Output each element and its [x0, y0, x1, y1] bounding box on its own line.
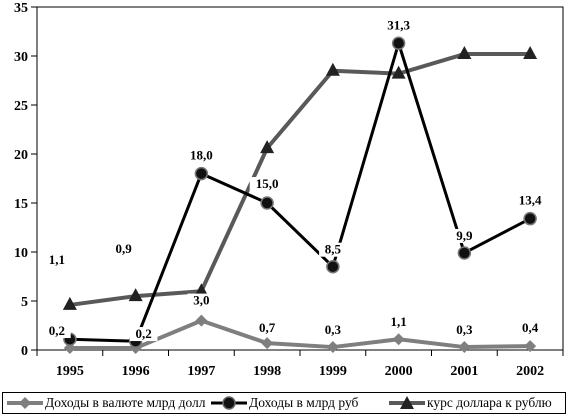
- x-tick-label: 1998: [253, 364, 281, 379]
- triangle-marker: [391, 65, 406, 79]
- x-tick-label: 2002: [516, 364, 544, 379]
- y-tick-label: 35: [14, 1, 28, 16]
- legend-label: Доходы в млрд руб: [249, 395, 359, 410]
- data-label: 9,9: [456, 228, 473, 243]
- data-label-bg: [512, 193, 548, 208]
- y-tick-label: 5: [21, 295, 28, 310]
- series-line-2: [69, 41, 531, 343]
- data-label: 3,0: [193, 293, 209, 308]
- x-tick-label: 2001: [450, 364, 478, 379]
- data-label-bg: [129, 327, 158, 342]
- diamond-marker: [392, 333, 405, 346]
- data-label: 0,2: [49, 323, 65, 338]
- circle-marker: [523, 211, 537, 226]
- series-lines: [69, 41, 531, 351]
- data-label-bg: [450, 228, 479, 243]
- circle-marker: [326, 259, 340, 274]
- x-tick-label: 1999: [319, 364, 347, 379]
- data-label: 0,2: [136, 326, 152, 341]
- data-label-bg: [450, 323, 479, 338]
- data-label-bg: [516, 321, 544, 336]
- data-label-bg: [253, 321, 281, 336]
- diamond-marker: [261, 337, 274, 350]
- data-label: 31,3: [387, 17, 410, 32]
- y-tick-label: 0: [21, 344, 28, 359]
- triangle-marker: [457, 46, 472, 60]
- data-label-bg: [384, 315, 413, 330]
- data-label: 1,1: [391, 314, 407, 329]
- legend-triangle-icon: [389, 396, 425, 409]
- y-tick-label: 15: [14, 197, 28, 212]
- data-label: 0,4: [522, 320, 539, 335]
- data-label-bg: [183, 148, 219, 163]
- legend-label: курс доллара к рублю: [427, 395, 552, 410]
- data-label-bg: [319, 242, 347, 257]
- legend-label: Доходы в валюте млрд долл: [45, 395, 206, 410]
- data-label-bg: [319, 323, 347, 338]
- data-label: 0,7: [259, 320, 276, 335]
- triangle-marker: [62, 296, 77, 310]
- data-labels: 0,2 0,2 3,0 0,7 0,3 1,1 0,3 0,4 1,1 0,9 18,0 15,0 8,…: [43, 17, 548, 342]
- y-tick-label: 30: [14, 50, 28, 65]
- series-markers: [62, 36, 538, 355]
- data-label: 0,3: [325, 322, 342, 337]
- data-label-bg: [249, 177, 285, 191]
- circle-marker: [194, 166, 209, 181]
- data-label-bg: [187, 293, 216, 308]
- data-label: 13,4: [519, 193, 542, 208]
- x-tick-label: 1995: [56, 364, 84, 379]
- data-label: 0,9: [116, 241, 133, 256]
- triangle-marker: [523, 46, 538, 60]
- y-tick-label: 25: [14, 99, 28, 114]
- data-label: 1,1: [49, 252, 65, 267]
- diamond-marker: [458, 341, 471, 354]
- legend-diamond-icon: [7, 397, 43, 409]
- series-line-3: [69, 52, 531, 307]
- triangle-marker: [325, 62, 340, 76]
- diamond-marker: [195, 314, 208, 327]
- triangle-marker: [194, 283, 209, 297]
- data-label: 15,0: [256, 176, 279, 191]
- diamond-marker: [524, 340, 537, 353]
- x-tick-label: 1997: [187, 364, 215, 379]
- data-label-bg: [381, 18, 417, 33]
- diamond-marker: [326, 341, 339, 354]
- triangle-marker: [260, 140, 275, 154]
- legend-circle-icon: [211, 396, 247, 410]
- x-tick-label: 2000: [385, 364, 413, 379]
- data-label-bg: [43, 253, 71, 268]
- data-label: 0,3: [456, 322, 473, 337]
- legend: Доходы в валюте млрд долл Доходы в млрд …: [2, 392, 566, 414]
- series-line-1: [69, 318, 531, 351]
- y-tick-label: 10: [14, 246, 28, 261]
- data-label: 18,0: [190, 148, 213, 163]
- chart-axes: 0 5 10 15 20 25 30 35 1995 1996 1997 1998 1999 2000 20…: [14, 1, 564, 379]
- data-label: 8,5: [325, 242, 342, 257]
- data-label-bg: [43, 324, 71, 339]
- circle-marker: [391, 36, 406, 51]
- circle-marker: [260, 196, 274, 210]
- x-tick-label: 1996: [122, 364, 150, 379]
- data-label-bg: [109, 242, 138, 257]
- circle-marker: [457, 246, 472, 260]
- y-tick-label: 20: [14, 148, 28, 163]
- triangle-marker: [128, 288, 143, 302]
